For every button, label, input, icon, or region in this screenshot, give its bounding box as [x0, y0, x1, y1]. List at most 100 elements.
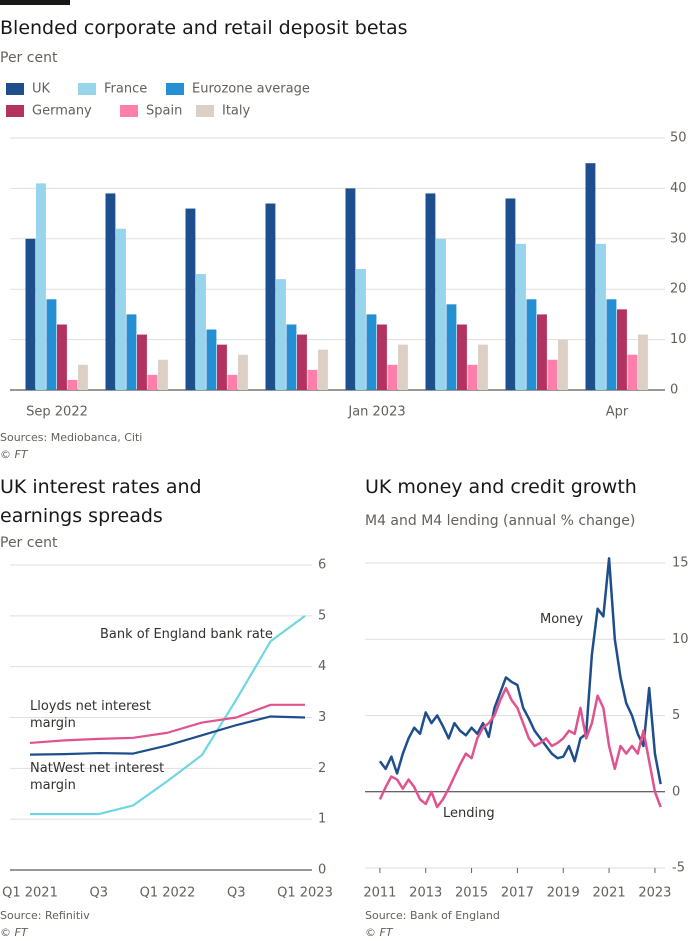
- ft-bar: [0, 0, 70, 5]
- bar: [457, 324, 467, 390]
- legend-swatch: [78, 83, 96, 95]
- x-tick-label: Q1 2021: [2, 886, 58, 901]
- x-tick-label: Apr: [606, 405, 629, 420]
- y-tick-label: 2: [318, 761, 326, 776]
- bar: [345, 188, 356, 390]
- x-tick-label: 2019: [547, 886, 580, 901]
- y-tick-label: 20: [670, 282, 687, 297]
- bar: [398, 344, 408, 390]
- y-tick-label: 50: [670, 131, 687, 146]
- bar: [627, 354, 638, 390]
- bar: [25, 238, 36, 390]
- x-tick-label: 2015: [455, 886, 488, 901]
- y-tick-label: 10: [672, 632, 689, 647]
- bar: [478, 344, 488, 390]
- bar: [606, 299, 617, 390]
- bar: [185, 208, 196, 390]
- y-tick-label: 0: [318, 863, 326, 878]
- bar: [505, 198, 516, 390]
- line: [30, 614, 306, 816]
- x-tick-label: 2021: [593, 886, 626, 901]
- y-tick-label: 0: [670, 383, 678, 398]
- y-tick-label: 5: [672, 708, 680, 723]
- bar: [158, 359, 168, 390]
- bar: [366, 314, 377, 390]
- y-tick-label: 4: [318, 659, 326, 674]
- bar: [617, 309, 627, 390]
- legend-label: Germany: [32, 104, 92, 119]
- x-tick-label: Q1 2022: [140, 886, 196, 901]
- chart-subtitle: M4 and M4 lending (annual % change): [365, 513, 636, 529]
- legend-label: UK: [32, 82, 51, 97]
- series-label: NatWest net interest margin: [30, 761, 165, 793]
- bar: [57, 324, 67, 390]
- bar: [238, 354, 248, 390]
- bar: [137, 334, 147, 390]
- legend-swatch: [6, 83, 24, 95]
- bar: [217, 344, 227, 390]
- x-tick-label: Sep 2022: [26, 405, 88, 420]
- bar: [547, 359, 558, 390]
- bar: [67, 379, 78, 390]
- bar: [126, 314, 137, 390]
- bar: [276, 279, 286, 390]
- credit: © FT: [0, 448, 28, 461]
- bar: [425, 193, 436, 390]
- bar: [377, 324, 387, 390]
- bar: [558, 339, 568, 390]
- bar: [516, 243, 526, 390]
- bar: [36, 183, 46, 390]
- bar: [307, 369, 318, 390]
- bar: [196, 274, 206, 390]
- legend-swatch: [166, 83, 184, 95]
- line: [29, 703, 305, 745]
- chart-subtitle: Per cent: [0, 535, 58, 551]
- bar: [116, 228, 126, 390]
- source: Source: Bank of England: [365, 909, 500, 922]
- y-tick-label: 10: [670, 332, 687, 347]
- bar: [78, 364, 88, 390]
- y-tick-label: 6: [318, 558, 326, 573]
- legend-swatch: [6, 105, 24, 117]
- y-tick-label: 1: [318, 812, 326, 827]
- y-tick-label: 15: [672, 556, 689, 571]
- line: [378, 557, 662, 785]
- legend-label: Eurozone average: [192, 82, 310, 97]
- credit: © FT: [0, 926, 28, 939]
- source: Sources: Mediobanca, Citi: [0, 431, 143, 444]
- legend-label: Italy: [222, 104, 251, 119]
- source: Source: Refinitiv: [0, 909, 90, 922]
- bar: [446, 304, 457, 390]
- x-tick-label: 2017: [501, 886, 534, 901]
- bar: [467, 364, 478, 390]
- bar: [105, 193, 116, 390]
- bar: [585, 163, 596, 390]
- x-tick-label: Q3: [227, 886, 246, 901]
- bar: [206, 329, 217, 390]
- series-label: Money: [540, 612, 584, 627]
- bar: [387, 364, 398, 390]
- series-label: Lloyds net interest margin: [30, 699, 151, 731]
- y-tick-label: 40: [670, 181, 687, 196]
- bar: [638, 334, 648, 390]
- legend-label: France: [104, 82, 147, 97]
- x-tick-label: 2023: [638, 886, 671, 901]
- bar: [436, 238, 446, 390]
- x-tick-label: Q3: [89, 886, 108, 901]
- x-tick-label: 2013: [409, 886, 442, 901]
- x-tick-label: Q1 2023: [277, 886, 333, 901]
- bar: [286, 324, 297, 390]
- series-label: Lending: [443, 806, 495, 821]
- chart-subtitle: Per cent: [0, 50, 58, 66]
- bar: [46, 299, 57, 390]
- bar: [526, 299, 537, 390]
- x-tick-label: Jan 2023: [347, 405, 405, 420]
- bar: [356, 269, 366, 390]
- y-tick-label: 5: [318, 608, 326, 623]
- bar: [297, 334, 307, 390]
- y-tick-label: -5: [672, 861, 685, 876]
- y-tick-label: 0: [672, 784, 680, 799]
- credit: © FT: [365, 926, 393, 939]
- series-label: Bank of England bank rate: [100, 627, 273, 642]
